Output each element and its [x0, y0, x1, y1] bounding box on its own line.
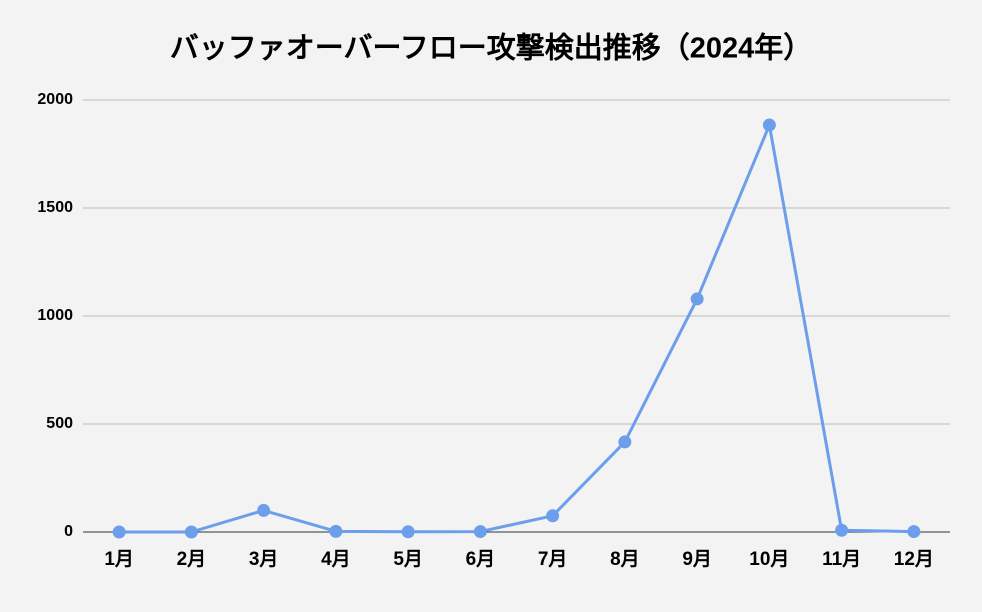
x-tick-label: 5月 [393, 549, 423, 570]
data-point [257, 503, 271, 517]
data-point [690, 292, 704, 306]
data-point [112, 525, 126, 539]
x-tick-label: 1月 [104, 549, 134, 570]
y-tick-label: 0 [64, 523, 73, 540]
y-tick-label: 500 [46, 415, 73, 432]
x-tick-label: 2月 [177, 549, 207, 570]
data-point [762, 118, 776, 132]
data-point [907, 525, 921, 539]
data-line [119, 123, 914, 534]
x-tick-label: 6月 [466, 549, 496, 570]
data-point [184, 525, 198, 539]
x-tick-label: 8月 [610, 549, 640, 570]
data-point [618, 435, 632, 449]
y-tick-label: 1500 [37, 199, 73, 216]
x-tick-label: 7月 [538, 549, 568, 570]
x-tick-label: 4月 [321, 549, 351, 570]
data-point [835, 523, 849, 537]
x-tick-label: 11月 [822, 549, 861, 570]
data-point [546, 509, 560, 523]
y-tick-label: 2000 [37, 91, 73, 108]
data-point [329, 524, 343, 538]
data-point [401, 525, 415, 539]
x-tick-label: 12月 [894, 549, 934, 570]
x-tick-label: 9月 [682, 549, 712, 570]
x-tick-label: 3月 [249, 549, 279, 570]
x-tick-label: 10月 [749, 549, 789, 570]
y-tick-label: 1000 [37, 307, 73, 324]
data-point [473, 525, 487, 539]
chart-title: バッファオーバーフロー攻撃検出推移（2024年） [170, 31, 813, 65]
